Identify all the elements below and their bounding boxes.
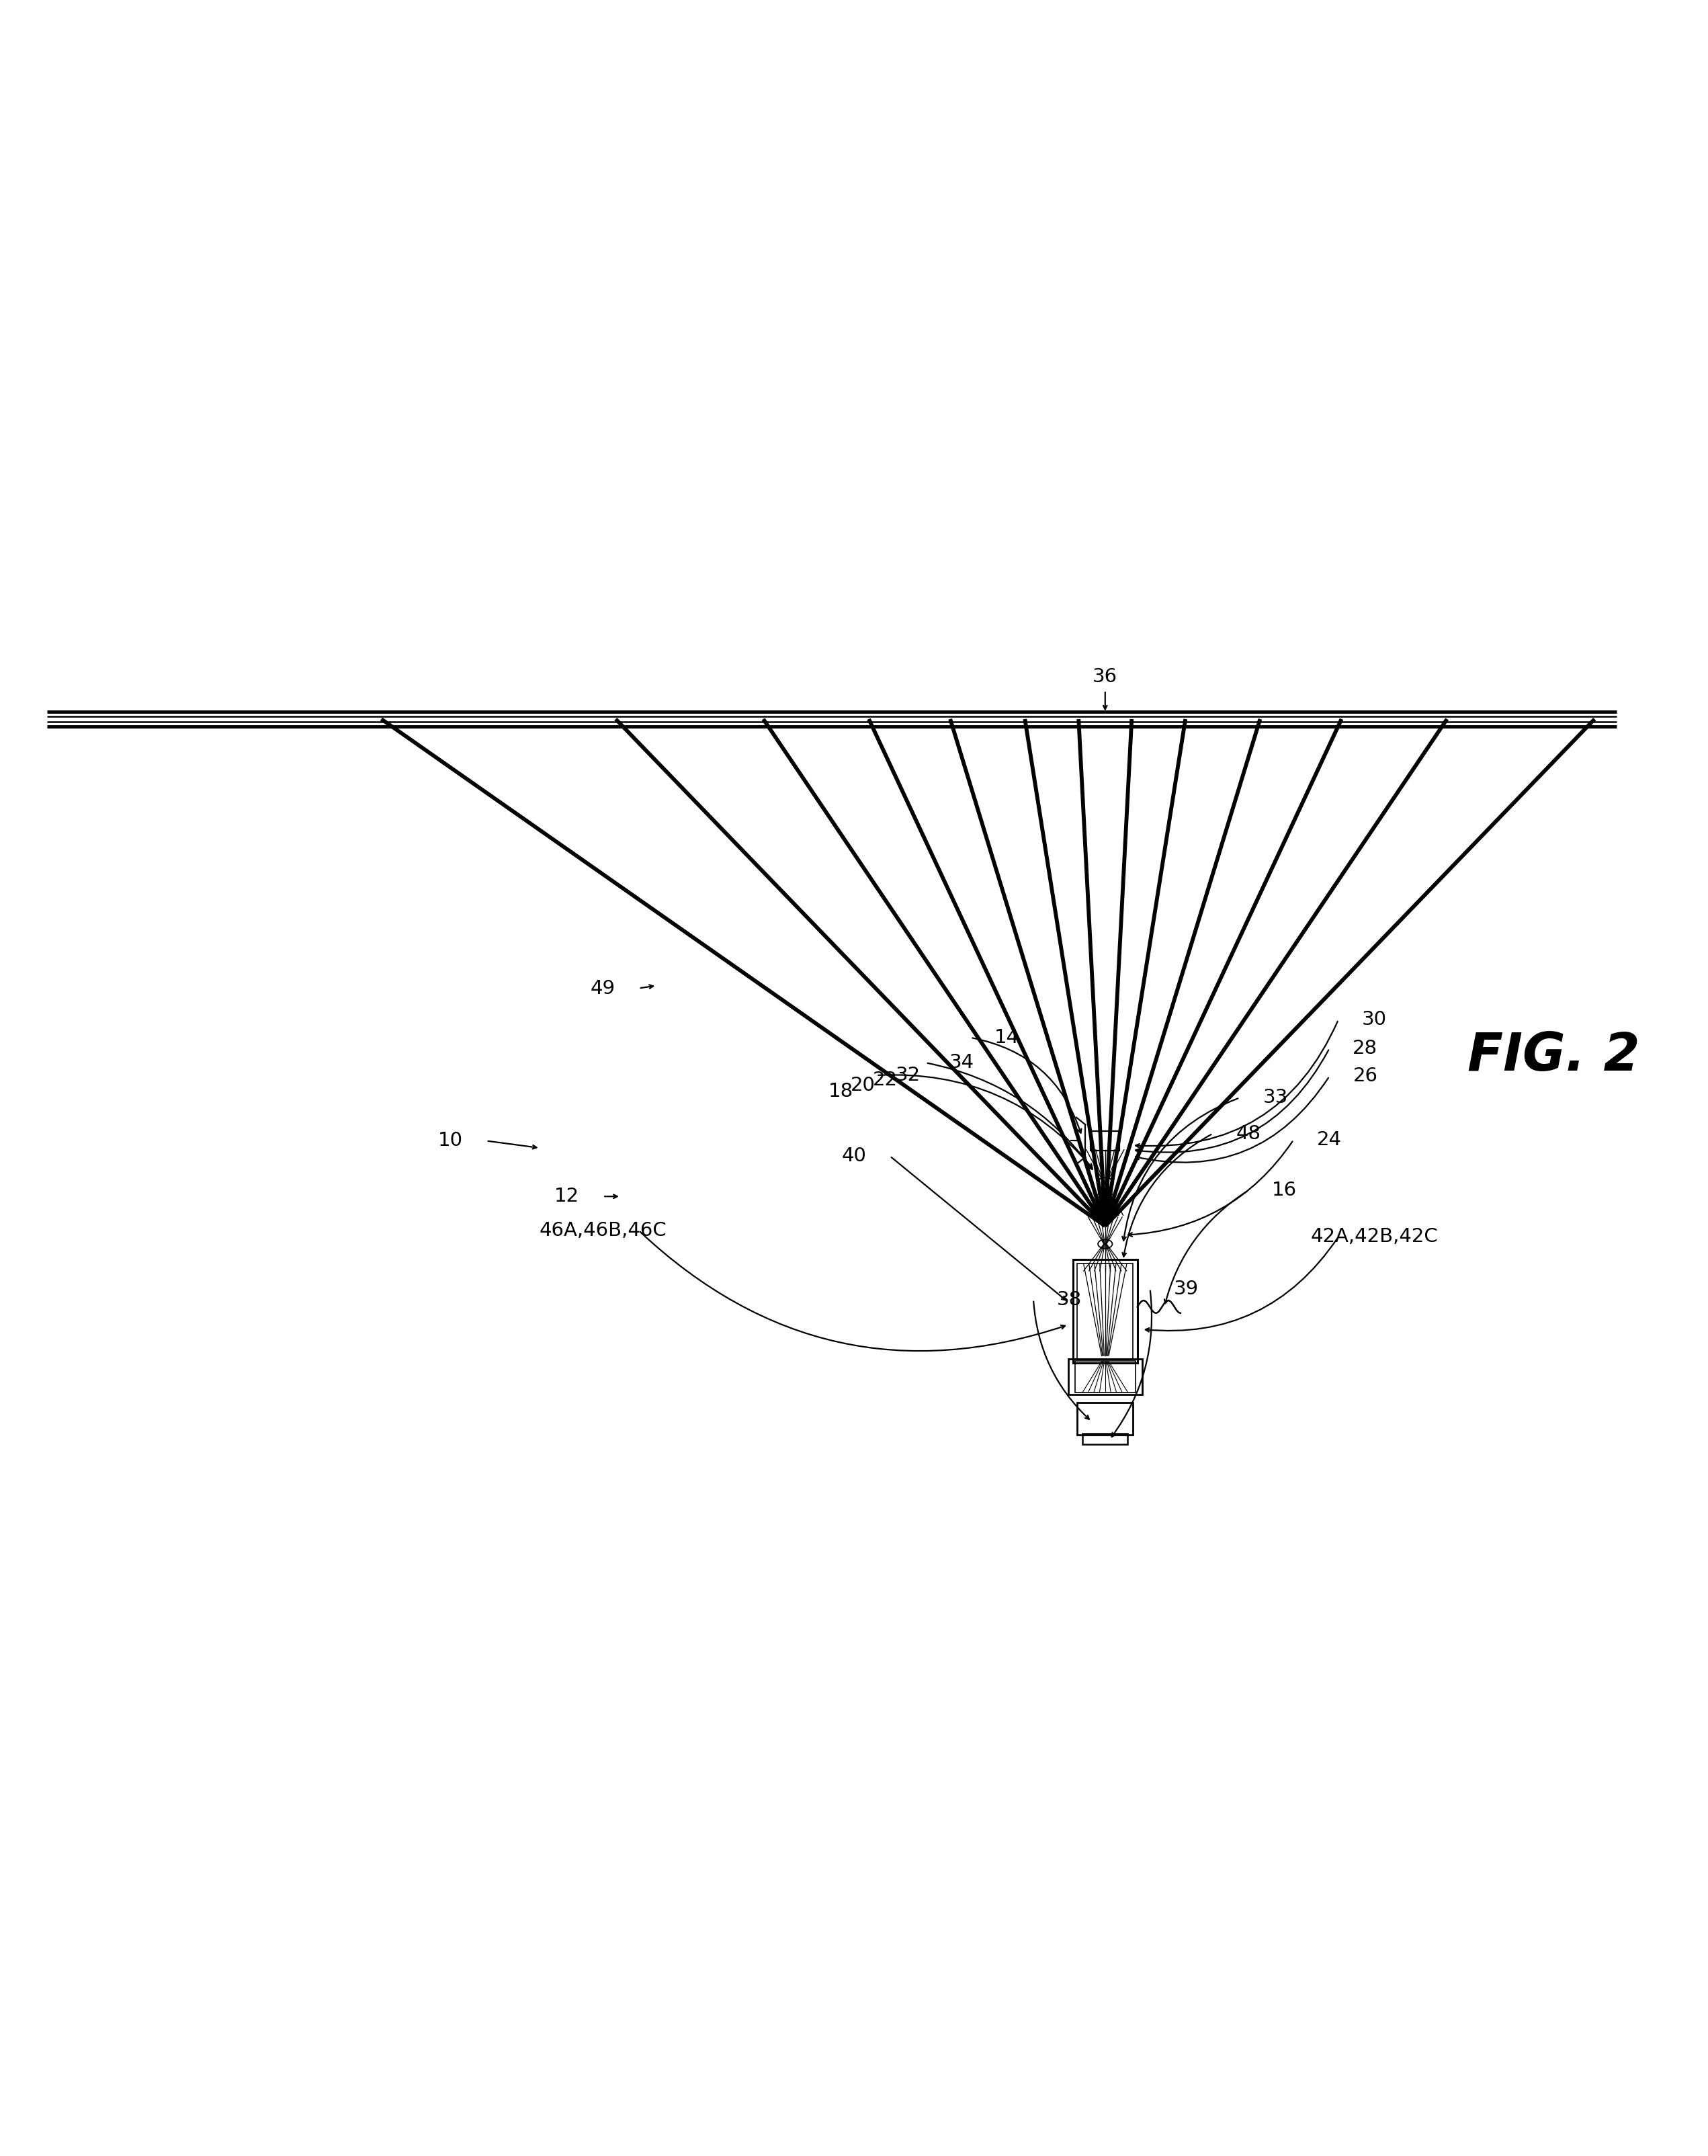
Text: 49: 49 bbox=[591, 979, 615, 998]
Text: 12: 12 bbox=[555, 1188, 579, 1205]
Text: 30: 30 bbox=[1361, 1011, 1387, 1028]
Text: 24: 24 bbox=[1317, 1130, 1342, 1149]
Text: 39: 39 bbox=[1173, 1279, 1199, 1298]
Bar bbox=[1078, 1263, 1132, 1358]
Text: 38: 38 bbox=[1057, 1289, 1081, 1309]
Text: 28: 28 bbox=[1353, 1039, 1378, 1059]
Bar bbox=[1074, 1360, 1136, 1393]
Text: 48: 48 bbox=[1237, 1123, 1261, 1143]
Text: 46A,46B,46C: 46A,46B,46C bbox=[540, 1220, 666, 1240]
Text: 16: 16 bbox=[1272, 1181, 1296, 1199]
Text: 36: 36 bbox=[1093, 668, 1117, 686]
Text: 32: 32 bbox=[895, 1065, 921, 1084]
Bar bbox=[1069, 1358, 1143, 1395]
Text: 34: 34 bbox=[950, 1054, 974, 1072]
Text: 10: 10 bbox=[437, 1132, 463, 1149]
Text: 18: 18 bbox=[828, 1082, 852, 1102]
Bar bbox=[1078, 1404, 1132, 1436]
Text: 20: 20 bbox=[851, 1076, 876, 1095]
Bar bbox=[1091, 1132, 1119, 1151]
Text: FIG. 2: FIG. 2 bbox=[1467, 1031, 1640, 1080]
Bar bbox=[1083, 1434, 1127, 1445]
Text: 26: 26 bbox=[1353, 1067, 1378, 1087]
Text: 22: 22 bbox=[873, 1069, 898, 1089]
Text: 33: 33 bbox=[1264, 1089, 1288, 1108]
Bar bbox=[1073, 1259, 1138, 1363]
Text: 40: 40 bbox=[842, 1147, 866, 1166]
Text: 42A,42B,42C: 42A,42B,42C bbox=[1310, 1227, 1438, 1246]
Text: 14: 14 bbox=[994, 1028, 1020, 1048]
